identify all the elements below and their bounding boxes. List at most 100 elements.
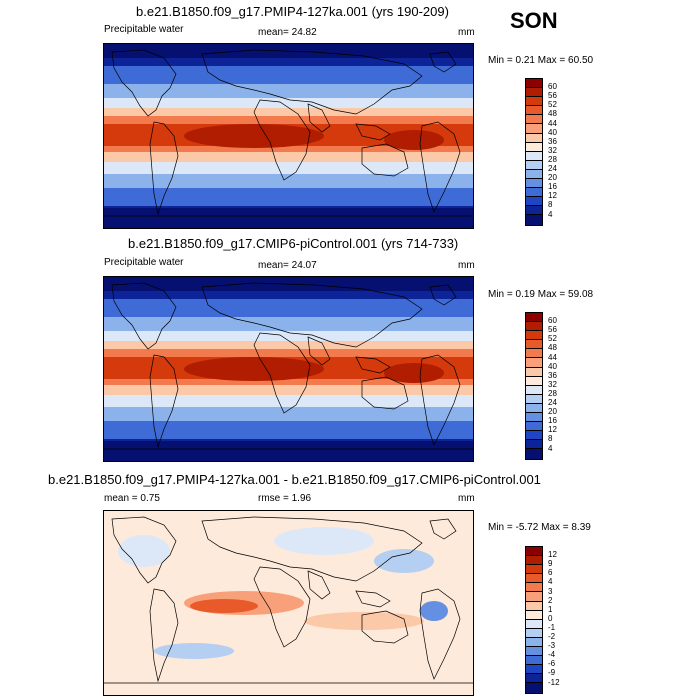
colorbar-tick-label: 20 (548, 173, 557, 183)
colorbar-segment (526, 124, 542, 134)
colorbar-tick-label: -2 (548, 632, 556, 641)
colorbar-tick-label: -4 (548, 650, 556, 660)
season-label: SON (510, 8, 558, 33)
colorbar-tick-label: 1 (548, 604, 553, 614)
panel2-units: mm (458, 260, 475, 271)
panel2-title: b.e21.B1850.f09_g17.CMIP6-piControl.001 … (128, 236, 459, 251)
colorbar-tick-label: 16 (548, 416, 557, 426)
colorbar-tick-label: 48 (548, 343, 557, 353)
panel3-units: mm (458, 493, 475, 504)
panel1-colorbar (525, 78, 543, 226)
colorbar-tick-label: 40 (548, 127, 557, 137)
colorbar-tick-label: 12 (548, 191, 557, 201)
panel3-map (103, 510, 474, 696)
colorbar-segment (526, 188, 542, 198)
colorbar-segment (526, 367, 542, 377)
colorbar-tick-label: 6 (548, 568, 553, 578)
colorbar-segment (526, 565, 542, 575)
colorbar-tick-label: 4 (548, 577, 553, 587)
colorbar-segment (526, 322, 542, 332)
colorbar-tick-label: 4 (548, 443, 553, 453)
panel3-title: b.e21.B1850.f09_g17.PMIP4-127ka.001 - b.… (48, 472, 541, 487)
colorbar-tick-label: 36 (548, 136, 557, 146)
colorbar-segment (526, 556, 542, 566)
colorbar-tick-label: 12 (548, 550, 557, 560)
colorbar-segment (526, 583, 542, 593)
colorbar-segment (526, 574, 542, 584)
colorbar-segment (526, 601, 542, 611)
panel1-map (103, 43, 474, 229)
colorbar-tick-label: 12 (548, 425, 557, 435)
panel1-variable-label: Precipitable water (104, 24, 184, 35)
colorbar-segment (526, 358, 542, 368)
colorbar-segment (526, 592, 542, 602)
colorbar-segment (526, 115, 542, 125)
colorbar-segment (526, 349, 542, 359)
colorbar-tick-label: 24 (548, 398, 557, 407)
colorbar-tick-label: 9 (548, 559, 553, 569)
colorbar-segment (526, 88, 542, 98)
panel2-mean: mean= 24.07 (258, 260, 317, 271)
colorbar-tick-label: 32 (548, 379, 557, 389)
colorbar-tick-label: 52 (548, 100, 557, 110)
colorbar-segment (526, 151, 542, 161)
colorbar-tick-label: 28 (548, 388, 557, 398)
panel1-minmax: Min = 0.21 Max = 60.50 (488, 55, 594, 66)
colorbar-segment (526, 385, 542, 395)
colorbar-segment (526, 422, 542, 432)
panel3-colorbar (525, 546, 543, 694)
colorbar-tick-label: 2 (548, 595, 553, 605)
colorbar-segment (526, 431, 542, 441)
colorbar-segment (526, 647, 542, 657)
colorbar-tick-label: -3 (548, 641, 556, 651)
panel1-units: mm (458, 27, 475, 38)
panel2-variable-label: Precipitable water (104, 257, 184, 268)
colorbar-segment (526, 637, 542, 648)
panel3-mean: mean = 0.75 (104, 493, 160, 504)
colorbar-segment (526, 665, 542, 675)
colorbar-tick-label: 8 (548, 434, 553, 444)
colorbar-tick-label: 8 (548, 200, 553, 210)
colorbar-segment (526, 313, 542, 323)
colorbar-tick-label: 44 (548, 118, 557, 128)
panel3-minmax: Min = -5.72 Max = 8.39 (488, 522, 591, 533)
colorbar-segment (526, 610, 542, 620)
colorbar-segment (526, 179, 542, 189)
colorbar-segment (526, 340, 542, 350)
colorbar-segment (526, 449, 542, 459)
panel2-colorbar (525, 312, 543, 460)
colorbar-tick-label: 4 (548, 209, 553, 219)
panel2-map (103, 276, 474, 462)
colorbar-segment (526, 683, 542, 693)
colorbar-segment (526, 142, 542, 152)
colorbar-segment (526, 376, 542, 386)
colorbar-tick-label: 44 (548, 352, 557, 362)
colorbar-tick-label: 16 (548, 182, 557, 192)
colorbar-tick-label: 3 (548, 586, 553, 596)
colorbar-tick-label: 20 (548, 407, 557, 417)
colorbar-segment (526, 133, 542, 143)
colorbar-tick-label: -9 (548, 668, 556, 678)
colorbar-tick-label: 24 (548, 164, 557, 173)
panel1-mean: mean= 24.82 (258, 27, 317, 38)
colorbar-tick-label: 56 (548, 91, 557, 101)
colorbar-tick-label: -6 (548, 659, 556, 669)
colorbar-tick-label: 0 (548, 613, 553, 623)
colorbar-segment (526, 413, 542, 423)
colorbar-segment (526, 394, 542, 404)
colorbar-tick-label: 48 (548, 109, 557, 119)
colorbar-tick-label: 52 (548, 334, 557, 344)
colorbar-segment (526, 106, 542, 116)
colorbar-segment (526, 331, 542, 341)
colorbar-segment (526, 656, 542, 666)
colorbar-tick-label: 60 (548, 82, 557, 92)
colorbar-segment (526, 79, 542, 89)
colorbar-tick-label: 28 (548, 154, 557, 164)
colorbar-tick-label: 32 (548, 145, 557, 155)
colorbar-tick-label: 40 (548, 361, 557, 371)
colorbar-segment (526, 547, 542, 557)
colorbar-segment (526, 674, 542, 684)
colorbar-segment (526, 215, 542, 225)
colorbar-segment (526, 97, 542, 107)
colorbar-tick-label: -12 (548, 677, 560, 687)
